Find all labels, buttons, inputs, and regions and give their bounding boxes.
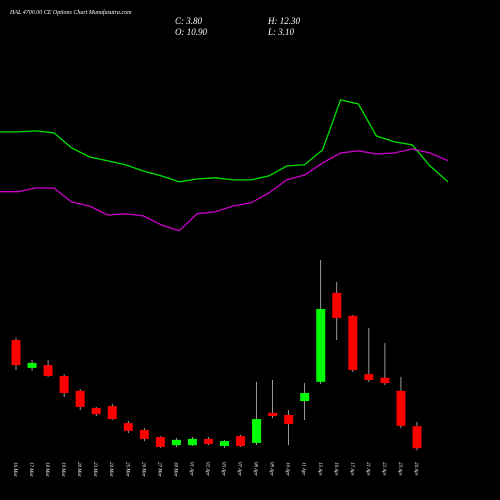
candle-body	[396, 390, 406, 426]
x-tick-label: 17 Mar	[28, 462, 33, 477]
candle-body	[380, 377, 390, 384]
candle-body	[300, 393, 310, 402]
candle-body	[220, 441, 230, 447]
candle-body	[139, 429, 149, 439]
x-tick-label: 23 Apr	[397, 462, 402, 476]
x-tick-label: 15 Apr	[317, 462, 322, 476]
candle-body	[332, 292, 342, 318]
x-tick-label: 18 Mar	[44, 462, 49, 477]
candle-body	[348, 315, 358, 371]
ma-line	[0, 148, 449, 232]
candle-body	[236, 436, 246, 447]
x-tick-label: 22 Apr	[381, 462, 386, 476]
x-tick-label: 01 Apr	[188, 462, 193, 476]
candle-body	[171, 439, 181, 446]
x-tick-label: 17 Apr	[349, 462, 354, 476]
x-tick-label: 24 Mar	[108, 462, 113, 477]
x-tick-label: 26 Mar	[140, 462, 145, 477]
candle-body	[123, 423, 133, 431]
ohlc-label: L: 3.10	[267, 27, 295, 37]
x-tick-label: 24 Apr	[413, 462, 418, 476]
candle-body	[187, 438, 197, 446]
ohlc-label: H: 12.30	[267, 16, 300, 26]
x-tick-label: 03 Apr	[221, 462, 226, 476]
x-tick-label: 10 Apr	[285, 462, 290, 476]
x-tick-label: 02 Apr	[204, 462, 209, 476]
x-tick-label: 19 Mar	[60, 462, 65, 477]
candle-body	[364, 374, 374, 380]
candle-body	[203, 438, 213, 444]
candle-body	[11, 339, 21, 366]
x-tick-label: 23 Mar	[92, 462, 97, 477]
candle-body	[107, 406, 117, 420]
candle-body	[268, 412, 278, 416]
ohlc-label: O: 10.90	[175, 27, 207, 37]
candle-body	[75, 390, 85, 407]
x-tick-label: 08 Apr	[253, 462, 258, 476]
candle-body	[316, 308, 326, 382]
ma-line	[0, 99, 449, 183]
x-tick-label: 11 Apr	[301, 462, 306, 475]
chart-title: HAL 4700.00 CE Options Chart Munafasutra…	[9, 9, 132, 16]
x-tick-label: 16 Apr	[333, 462, 338, 476]
x-tick-label: 09 Apr	[269, 462, 274, 476]
candle-body	[252, 419, 262, 443]
ohlc-label: C: 3.80	[175, 16, 203, 26]
x-tick-label: 27 Mar	[156, 462, 161, 477]
candle-body	[155, 437, 165, 447]
candle-body	[412, 426, 422, 449]
candle-body	[284, 415, 294, 425]
candle-body	[59, 375, 69, 394]
x-tick-label: 07 Apr	[237, 462, 242, 476]
candle-body	[43, 365, 53, 376]
x-tick-label: 21 Apr	[365, 462, 370, 476]
x-tick-label: 20 Mar	[76, 462, 81, 477]
candle-body	[91, 407, 101, 415]
x-tick-label: 30 Mar	[172, 462, 177, 477]
candle-body	[27, 362, 37, 368]
x-tick-label: 16 Mar	[12, 462, 17, 477]
x-tick-label: 25 Mar	[124, 462, 129, 477]
